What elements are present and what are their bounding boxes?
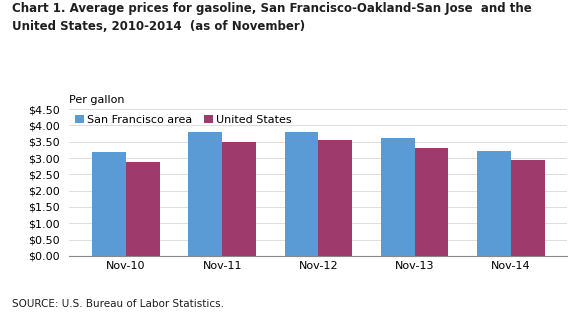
Bar	[381, 138, 415, 256]
Bar	[92, 152, 126, 256]
Bar	[285, 132, 318, 256]
Text: SOURCE: U.S. Bureau of Labor Statistics.: SOURCE: U.S. Bureau of Labor Statistics.	[12, 299, 223, 309]
Text: Chart 1. Average prices for gasoline, San Francisco-Oakland-San Jose  and the: Chart 1. Average prices for gasoline, Sa…	[12, 2, 532, 15]
Bar	[222, 143, 256, 256]
Bar	[477, 151, 511, 256]
Bar	[188, 132, 222, 256]
Text: United States, 2010-2014  (as of November): United States, 2010-2014 (as of November…	[12, 20, 305, 33]
Bar	[318, 140, 352, 256]
Bar	[511, 160, 545, 256]
Bar	[415, 148, 449, 256]
Legend: San Francisco area, United States: San Francisco area, United States	[75, 115, 291, 125]
Bar	[126, 162, 160, 256]
Text: Per gallon: Per gallon	[69, 95, 125, 105]
